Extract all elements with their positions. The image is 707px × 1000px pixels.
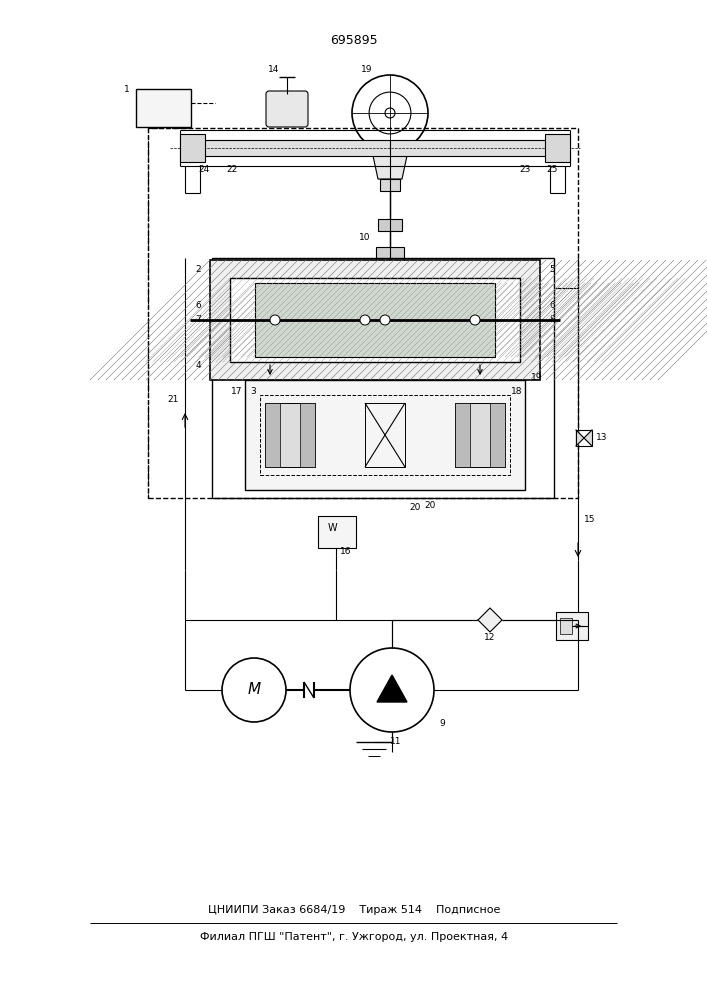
Text: 13: 13 [596,434,608,442]
Bar [212,258,554,498]
FancyBboxPatch shape [266,91,308,127]
Text: 695895: 695895 [330,33,378,46]
Bar [455,403,470,467]
Bar [230,278,520,362]
Text: 24: 24 [199,165,209,174]
Bar [265,403,315,467]
Text: 14: 14 [269,66,280,75]
Bar [376,247,404,261]
Bar [455,403,505,467]
Text: 1: 1 [124,85,130,94]
Bar [210,260,540,380]
Text: 8: 8 [549,316,555,324]
Bar [245,380,525,490]
Text: 21: 21 [168,395,179,404]
Text: 5: 5 [549,265,555,274]
Bar [210,260,540,380]
Bar [300,403,315,467]
Polygon shape [377,675,407,702]
Circle shape [380,315,390,325]
Text: 17: 17 [231,387,243,396]
Bar [545,134,570,162]
Bar [200,140,550,156]
Bar [576,430,592,446]
Bar [136,89,191,127]
Bar [490,403,505,467]
Bar [230,278,520,362]
Text: 7: 7 [195,316,201,324]
Text: 3: 3 [250,387,256,396]
Text: 6: 6 [195,300,201,310]
Bar [378,219,402,231]
Text: 12: 12 [484,634,496,643]
Text: 10: 10 [359,232,370,241]
Text: 6: 6 [549,300,555,310]
Bar [265,403,280,467]
Text: 11: 11 [390,738,402,746]
Polygon shape [372,151,408,179]
Polygon shape [576,430,592,446]
Bar [556,612,588,640]
Bar [260,395,510,475]
Polygon shape [205,143,229,153]
Text: 18: 18 [511,387,522,396]
Text: М: М [247,682,261,698]
Bar [148,128,578,498]
Bar [560,618,572,634]
Bar [180,134,205,162]
Polygon shape [478,608,502,632]
Circle shape [385,108,395,118]
Text: 4: 4 [195,360,201,369]
Text: W: W [327,523,337,533]
Text: Филиал ПГШ "Патент", г. Ужгород, ул. Проектная, 4: Филиал ПГШ "Патент", г. Ужгород, ул. Про… [200,932,508,942]
Text: 22: 22 [226,165,238,174]
Bar [380,179,400,191]
Bar [255,283,495,357]
Text: 9: 9 [439,720,445,728]
Circle shape [270,315,280,325]
Text: ЦНИИПИ Заказ 6684/19    Тираж 514    Подписное: ЦНИИПИ Заказ 6684/19 Тираж 514 Подписное [208,905,500,915]
Text: 16: 16 [340,548,352,556]
Text: 25: 25 [547,165,558,174]
Bar [255,283,495,357]
Text: 19: 19 [531,373,543,382]
Text: 23: 23 [520,165,531,174]
Circle shape [470,315,480,325]
Circle shape [360,315,370,325]
Text: 2: 2 [195,265,201,274]
Text: 20: 20 [424,500,436,510]
Bar [318,516,356,548]
Bar [365,403,405,467]
Text: 15: 15 [584,516,596,524]
Text: 20: 20 [409,504,421,512]
Text: 19: 19 [361,66,373,75]
